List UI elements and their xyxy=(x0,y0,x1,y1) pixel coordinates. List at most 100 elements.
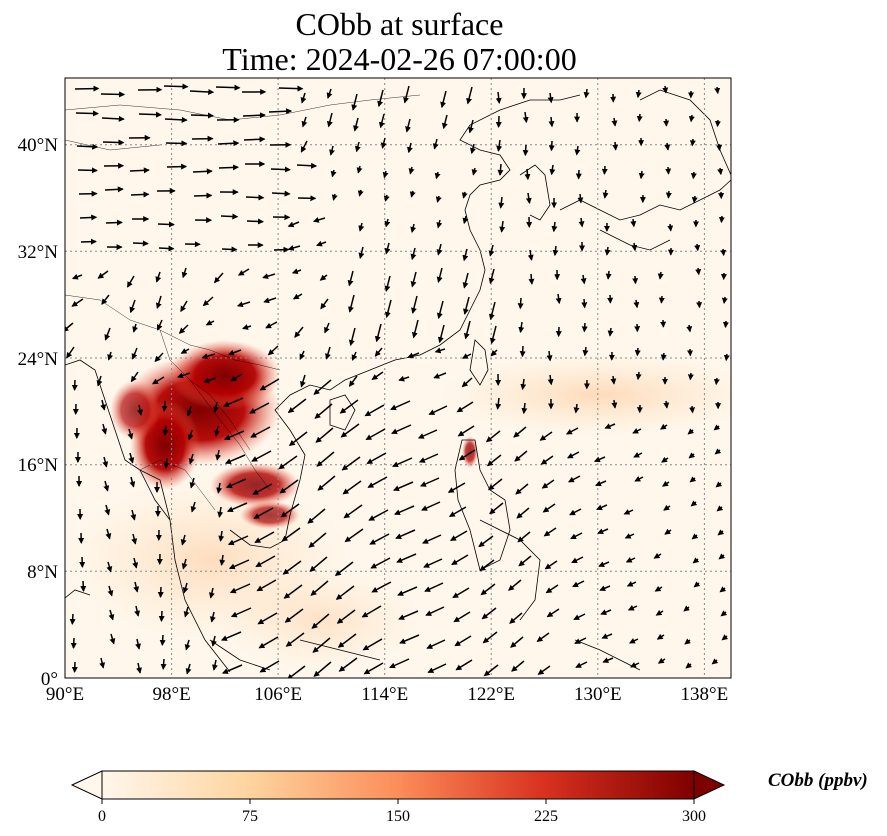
wind-arrow xyxy=(77,167,98,174)
wind-arrow xyxy=(164,116,188,123)
wind-arrow xyxy=(363,662,384,675)
wind-arrow xyxy=(267,345,279,356)
wind-arrow xyxy=(257,612,278,625)
wind-arrow xyxy=(71,273,83,280)
wind-arrow xyxy=(79,214,98,221)
wind-arrow xyxy=(411,295,418,314)
wind-arrow xyxy=(545,584,559,594)
wind-arrow xyxy=(268,108,293,115)
wind-arrow xyxy=(714,119,721,128)
wind-arrow xyxy=(488,478,503,491)
colorbar-tick-label: 225 xyxy=(534,808,558,825)
wind-arrow xyxy=(691,195,698,204)
colorbar-tick-label: 0 xyxy=(98,808,106,825)
colorbar-tick-label: 300 xyxy=(682,808,706,825)
wind-arrow xyxy=(517,531,531,543)
wind-arrow xyxy=(166,163,188,170)
wind-arrow xyxy=(342,480,362,495)
wind-arrow xyxy=(664,142,671,151)
wind-arrow xyxy=(310,580,329,596)
wind-arrow xyxy=(217,506,224,518)
wind-arrow xyxy=(721,296,728,304)
wind-arrow xyxy=(423,558,443,568)
wind-arrow xyxy=(466,86,473,105)
wind-arrow xyxy=(102,139,125,146)
wind-arrow xyxy=(312,637,331,653)
wind-arrow xyxy=(478,535,494,548)
wind-arrow xyxy=(436,243,443,256)
wind-arrow xyxy=(716,143,723,152)
wind-arrow xyxy=(425,606,445,616)
wind-arrow xyxy=(155,271,162,283)
wind-arrow xyxy=(636,113,643,123)
wind-arrow xyxy=(398,375,410,382)
wind-arrow xyxy=(661,456,669,463)
wind-arrow xyxy=(463,296,470,315)
wind-arrow xyxy=(458,449,476,461)
wind-arrow xyxy=(696,300,703,309)
wind-arrow xyxy=(287,221,300,228)
wind-arrow xyxy=(405,118,411,133)
wind-arrow xyxy=(101,115,125,122)
wind-arrow xyxy=(279,479,299,494)
wind-arrow xyxy=(552,245,559,257)
wind-arrow xyxy=(236,301,251,308)
wind-arrow xyxy=(489,502,504,515)
wind-arrow xyxy=(601,165,608,175)
wind-arrow xyxy=(599,585,611,591)
wind-arrow xyxy=(407,142,413,154)
wind-arrow xyxy=(513,426,527,438)
wind-arrow xyxy=(547,92,554,104)
wind-arrow xyxy=(243,136,266,143)
wind-arrow xyxy=(689,476,697,483)
wind-arrow xyxy=(655,609,664,616)
wind-arrow xyxy=(719,586,727,593)
wind-arrow xyxy=(250,426,271,438)
wind-arrow xyxy=(154,352,164,363)
wind-arrow xyxy=(356,165,363,174)
wind-arrow xyxy=(470,143,476,155)
wind-arrow xyxy=(282,560,302,575)
wind-arrow xyxy=(216,482,223,494)
wind-arrow xyxy=(137,404,143,416)
wind-arrow xyxy=(107,585,114,597)
wind-arrow xyxy=(499,220,506,233)
wind-arrow xyxy=(654,585,663,592)
wind-arrow xyxy=(598,561,610,568)
wind-arrow xyxy=(627,605,638,611)
wind-arrow xyxy=(573,613,586,621)
wind-arrow xyxy=(664,528,672,535)
wind-arrow xyxy=(695,267,702,276)
wind-arrow xyxy=(129,476,136,488)
wind-arrow xyxy=(628,638,639,644)
wind-arrow xyxy=(495,91,502,104)
wind-arrow xyxy=(273,246,290,253)
wind-arrow xyxy=(546,608,560,618)
wind-arrow xyxy=(80,580,87,592)
wind-arrow xyxy=(361,605,382,618)
wind-arrow xyxy=(296,162,318,169)
wind-arrow xyxy=(485,430,501,443)
wind-arrow xyxy=(396,553,417,563)
wind-arrow xyxy=(226,502,248,513)
wind-arrow xyxy=(632,428,642,434)
wind-arrow xyxy=(245,194,265,201)
wind-arrow xyxy=(369,533,390,545)
wind-arrow xyxy=(132,240,149,247)
wind-arrow xyxy=(542,503,556,513)
wind-arrow xyxy=(251,450,272,462)
wind-arrow xyxy=(548,116,555,128)
wind-arrow xyxy=(422,534,442,544)
wind-arrow xyxy=(183,606,190,618)
wind-arrow xyxy=(221,246,238,253)
wind-arrow xyxy=(329,145,335,156)
wind-arrow xyxy=(428,405,448,415)
wind-arrow xyxy=(687,372,694,381)
wind-arrow xyxy=(711,658,719,665)
wind-arrow xyxy=(300,140,308,153)
wind-arrow xyxy=(104,327,111,341)
wind-arrow xyxy=(714,86,721,95)
wind-arrow xyxy=(157,221,175,228)
wind-arrow xyxy=(662,480,670,487)
wind-arrow xyxy=(605,270,612,280)
